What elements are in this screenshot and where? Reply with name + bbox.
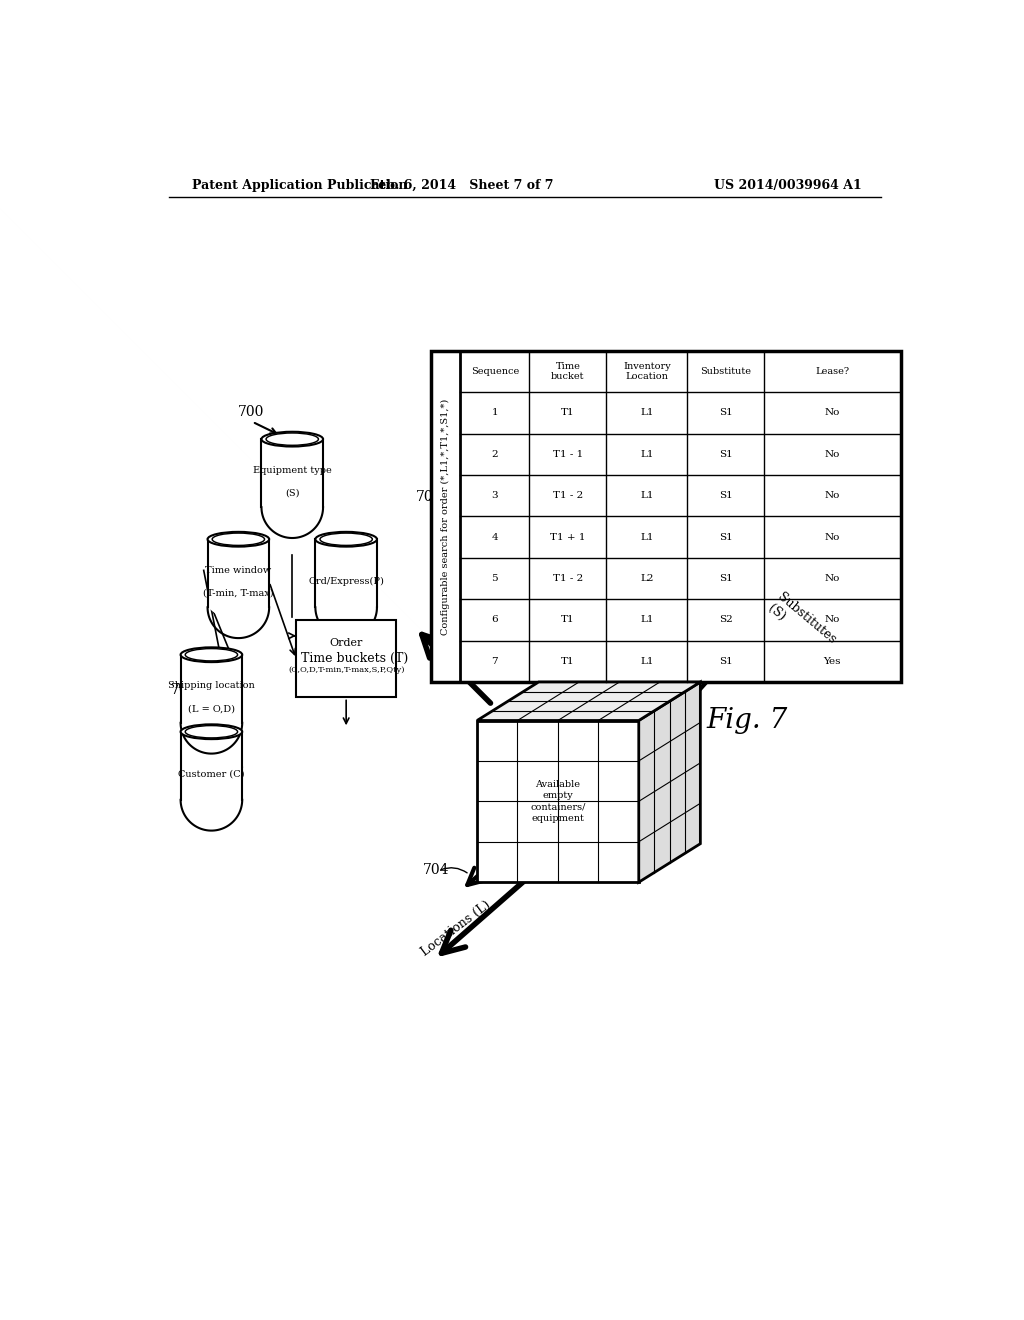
Text: 1: 1 [492,408,498,417]
Ellipse shape [180,647,243,663]
Text: T1: T1 [561,408,574,417]
Text: S1: S1 [719,657,732,665]
Text: S1: S1 [719,574,732,583]
Text: Available
empty
containers/
equipment: Available empty containers/ equipment [530,780,586,822]
Text: Customer (C): Customer (C) [178,770,245,779]
Polygon shape [315,540,377,632]
Text: No: No [824,491,840,500]
Text: Equipment type: Equipment type [253,466,332,475]
Text: S1: S1 [719,533,732,541]
Polygon shape [639,682,700,882]
Ellipse shape [212,533,264,545]
Text: 4: 4 [492,533,498,541]
Text: Order: Order [330,639,362,648]
Text: 2: 2 [492,450,498,459]
Text: Substitutes
(S): Substitutes (S) [766,590,839,659]
Text: 5: 5 [492,574,498,583]
Text: (T-min, T-max): (T-min, T-max) [203,589,273,598]
Text: T1: T1 [561,657,574,665]
Text: No: No [824,408,840,417]
Text: T1: T1 [561,615,574,624]
Text: No: No [824,450,840,459]
Text: T1 + 1: T1 + 1 [550,533,586,541]
Text: Inventory
Location: Inventory Location [623,362,671,381]
Text: Time
bucket: Time bucket [551,362,585,381]
Text: 3: 3 [492,491,498,500]
Text: L1: L1 [640,408,653,417]
Text: No: No [824,533,840,541]
Text: Time buckets (T): Time buckets (T) [300,652,408,665]
Bar [431,351,900,682]
Text: S2: S2 [719,615,732,624]
Text: Feb. 6, 2014   Sheet 7 of 7: Feb. 6, 2014 Sheet 7 of 7 [370,178,553,191]
Text: (C,O,D,T-min,T-max,S,P,Qty): (C,O,D,T-min,T-max,S,P,Qty) [288,667,404,675]
Text: Time window: Time window [205,566,271,574]
Text: No: No [824,615,840,624]
Text: T1 - 1: T1 - 1 [553,450,583,459]
Ellipse shape [185,648,238,661]
Text: L1: L1 [640,615,653,624]
Text: Patent Application Publication: Patent Application Publication [193,178,408,191]
Text: L1: L1 [640,491,653,500]
Text: Shipping location: Shipping location [168,681,255,690]
Text: No: No [824,574,840,583]
Polygon shape [477,721,639,882]
Text: T1 - 2: T1 - 2 [553,491,583,500]
Text: Ord/Express(P): Ord/Express(P) [308,577,384,586]
Text: 702: 702 [171,682,197,697]
Text: 6: 6 [492,615,498,624]
Text: (S): (S) [285,488,299,498]
Ellipse shape [266,433,318,445]
Text: 704: 704 [423,863,450,878]
Text: S1: S1 [719,450,732,459]
Ellipse shape [208,532,269,546]
Text: Fig. 7: Fig. 7 [706,708,787,734]
Text: T1 - 2: T1 - 2 [553,574,583,583]
Text: Locations (L): Locations (L) [419,898,493,958]
Text: L1: L1 [640,450,653,459]
Polygon shape [180,655,243,747]
Polygon shape [261,440,323,532]
Text: 700: 700 [239,405,265,420]
Text: L1: L1 [640,533,653,541]
Text: US 2014/0039964 A1: US 2014/0039964 A1 [715,178,862,191]
Text: L1: L1 [640,657,653,665]
Text: 7: 7 [492,657,498,665]
Text: Configurable search for order (*,L1,*,T1,*,S1,*): Configurable search for order (*,L1,*,T1… [441,399,451,635]
Ellipse shape [180,725,243,739]
Text: Sequence: Sequence [471,367,519,376]
Ellipse shape [315,532,377,546]
Bar [296,620,396,697]
Ellipse shape [261,432,323,446]
Text: Yes: Yes [823,657,841,665]
Ellipse shape [319,533,373,545]
Ellipse shape [185,726,238,738]
Text: Lease?: Lease? [815,367,850,376]
Polygon shape [477,682,700,721]
Text: 706: 706 [416,490,441,504]
Polygon shape [208,540,269,632]
Text: L2: L2 [640,574,653,583]
Text: S1: S1 [719,491,732,500]
Text: Substitute: Substitute [700,367,752,376]
Polygon shape [180,731,243,825]
Text: (L = O,D): (L = O,D) [188,705,234,713]
Text: S1: S1 [719,408,732,417]
